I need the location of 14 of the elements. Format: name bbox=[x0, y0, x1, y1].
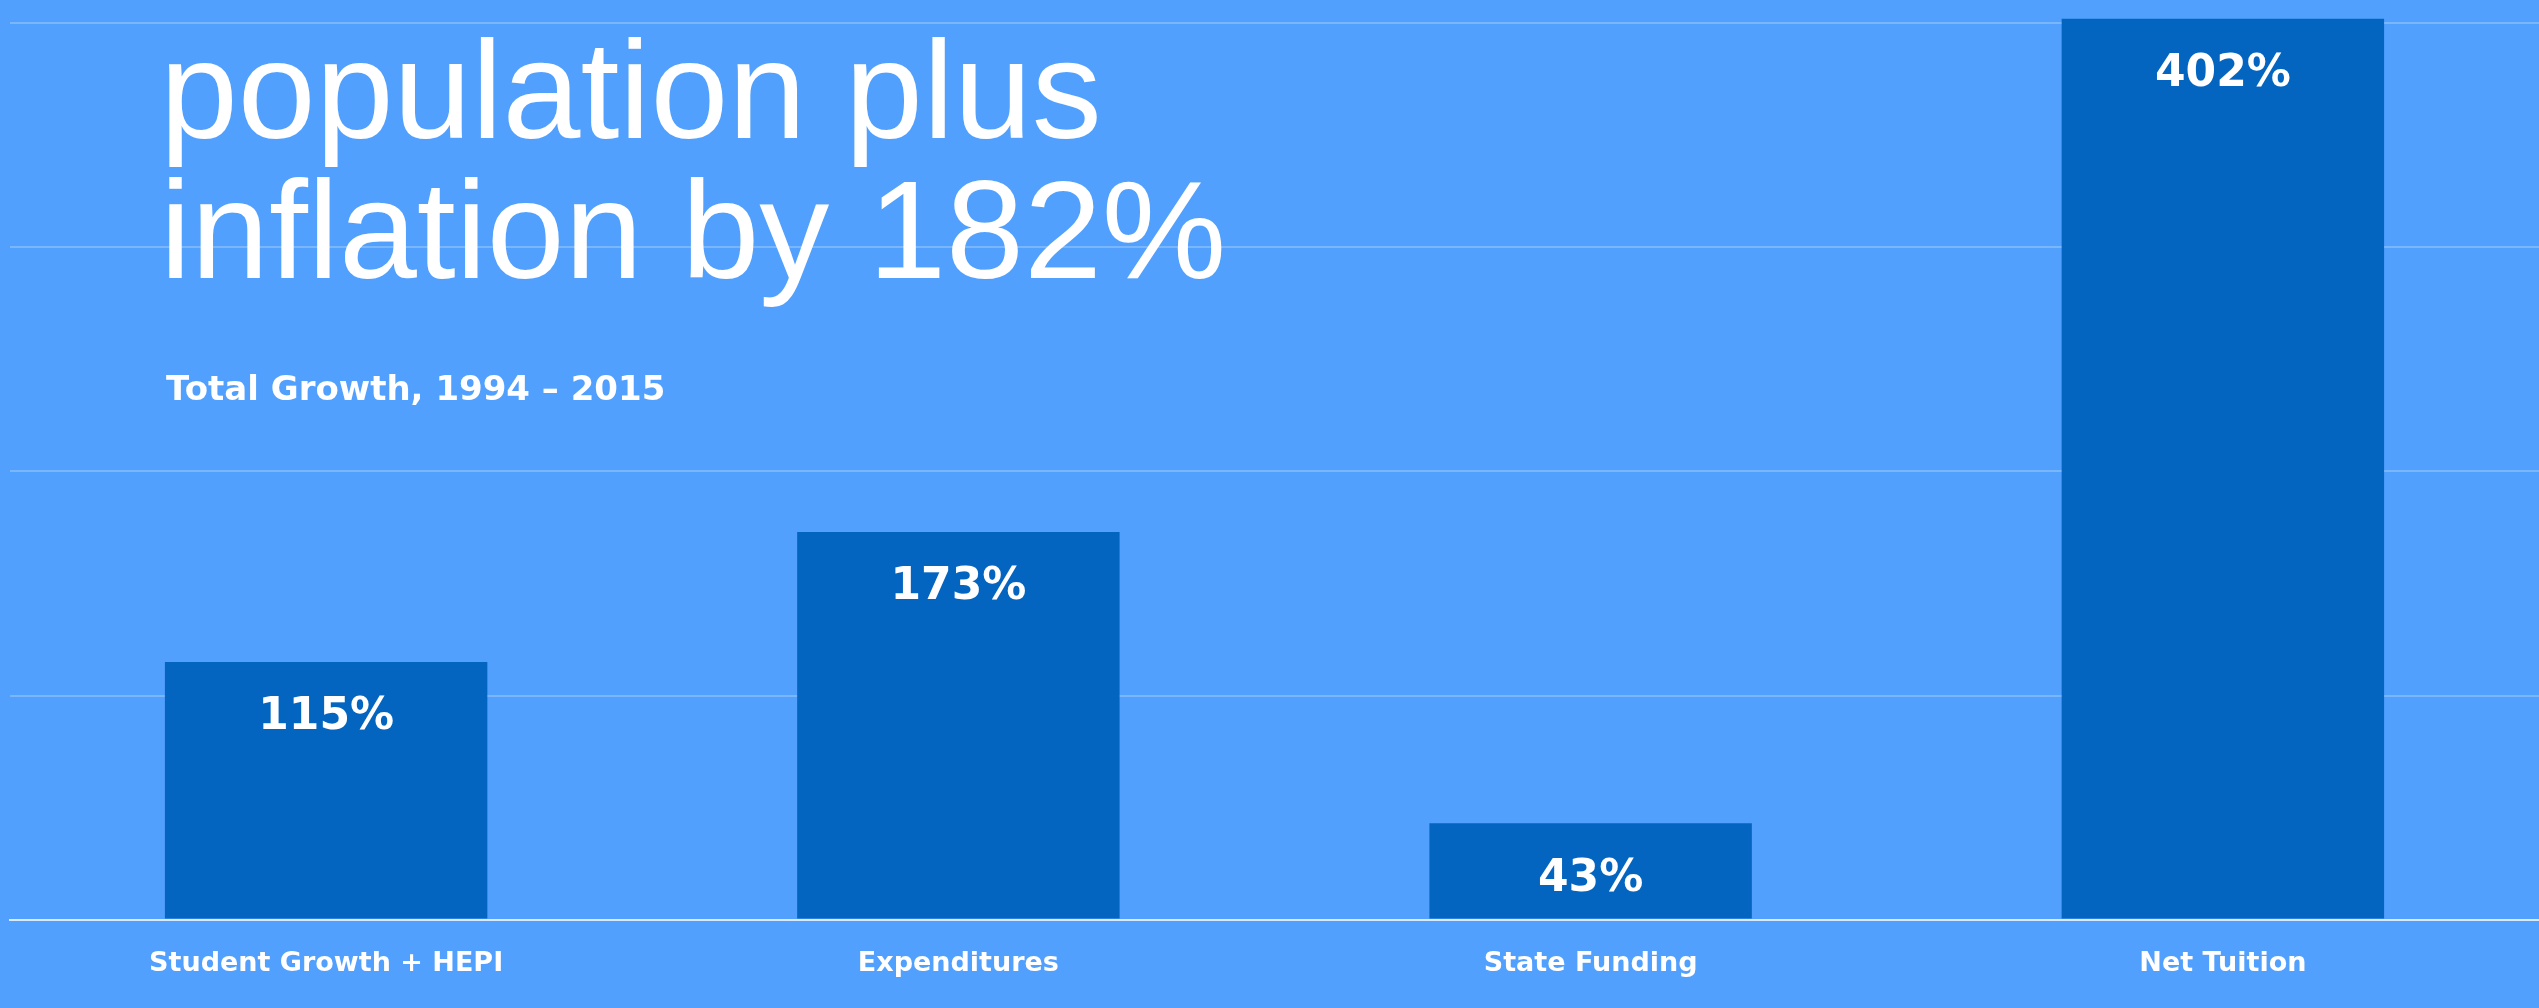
data-label: 115% bbox=[258, 688, 395, 740]
bar bbox=[797, 531, 1120, 919]
text: population plus inflation by 182% bbox=[160, 11, 1228, 308]
x-tick-label: Net Tuition bbox=[2139, 945, 2307, 977]
data-label: 402% bbox=[2154, 45, 2291, 97]
bar bbox=[164, 661, 488, 919]
data-label: 43% bbox=[1537, 849, 1644, 901]
bar bbox=[1429, 823, 1752, 919]
x-tick-label: Student Growth + HEPI bbox=[149, 945, 504, 977]
text: Total Growth, 1994 – 2015 bbox=[166, 368, 666, 408]
bar bbox=[2061, 18, 2385, 919]
x-tick-label: Expenditures bbox=[857, 945, 1059, 977]
data-label: 173% bbox=[890, 558, 1027, 610]
x-tick-label: State Funding bbox=[1483, 945, 1698, 977]
